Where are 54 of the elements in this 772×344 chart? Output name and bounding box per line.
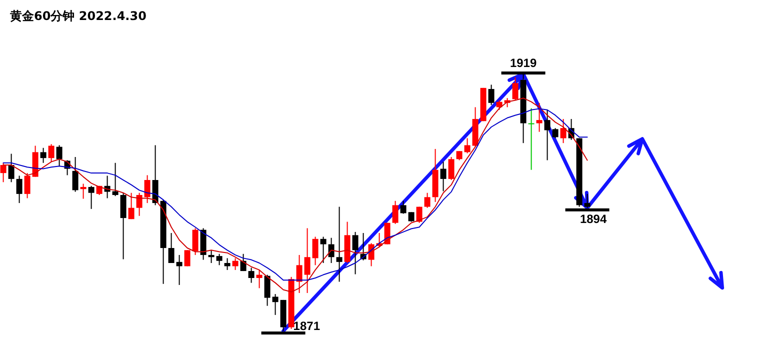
candlestick xyxy=(536,102,542,132)
candlestick xyxy=(392,200,398,224)
candlestick xyxy=(176,254,182,286)
candlestick xyxy=(440,161,446,192)
candlestick xyxy=(448,156,454,181)
candlestick xyxy=(88,185,94,210)
candlestick xyxy=(168,232,174,264)
candlestick xyxy=(0,162,6,183)
candlestick xyxy=(336,206,342,282)
candlestick xyxy=(128,192,134,220)
candlestick xyxy=(584,193,590,208)
annotation: 1894 xyxy=(580,212,607,226)
candlestick xyxy=(248,267,254,284)
candlestick xyxy=(72,156,78,192)
candlestick xyxy=(528,108,534,170)
candlestick xyxy=(320,236,326,264)
candlestick xyxy=(216,253,222,266)
candlestick xyxy=(152,144,158,206)
candlestick xyxy=(312,236,318,266)
candlestick xyxy=(512,76,518,101)
candlestick xyxy=(144,174,150,204)
candlestick xyxy=(80,183,86,200)
candlestick xyxy=(560,118,566,144)
candlestick xyxy=(400,200,406,214)
candlestick xyxy=(544,109,550,161)
candlestick xyxy=(48,144,54,162)
candlestick xyxy=(24,172,30,199)
candlestick xyxy=(488,84,494,106)
chart-title: 黄金60分钟 2022.4.30 xyxy=(9,9,146,23)
candlestick xyxy=(464,138,470,154)
candlestick xyxy=(112,162,118,197)
candlestick xyxy=(424,192,430,208)
candlestick xyxy=(256,269,262,289)
candlestick xyxy=(40,147,46,164)
candlestick xyxy=(136,192,142,216)
candlestick xyxy=(296,254,302,294)
candlestick xyxy=(456,150,462,161)
candlestick xyxy=(56,144,62,167)
candlestick xyxy=(232,258,238,270)
candlestick xyxy=(120,192,126,260)
candlestick xyxy=(304,228,310,294)
candlestick xyxy=(552,128,558,139)
text: 1919 xyxy=(510,56,537,70)
candlestick xyxy=(8,153,14,183)
candlestick xyxy=(264,274,270,306)
candlestick xyxy=(224,258,230,270)
candlestick xyxy=(184,250,190,267)
candlestick xyxy=(208,250,214,264)
candlestick xyxy=(352,231,358,275)
annotation: 1871 xyxy=(293,319,320,333)
candlestick xyxy=(192,228,198,256)
candlestick xyxy=(408,212,414,222)
candlestick xyxy=(16,175,22,204)
candlestick xyxy=(272,294,278,316)
